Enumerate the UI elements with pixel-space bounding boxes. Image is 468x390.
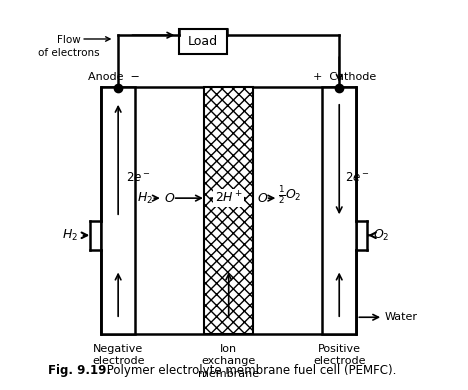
Text: Fig. 9.19.: Fig. 9.19. (48, 364, 110, 377)
Bar (101, 87, 135, 334)
Text: $H_2$: $H_2$ (137, 191, 153, 206)
Text: Anode  −: Anode − (88, 72, 140, 82)
Text: $2e^-$: $2e^-$ (126, 171, 151, 184)
Bar (101, 87, 357, 334)
Text: +  Cathode: + Cathode (313, 72, 377, 82)
Bar (322, 87, 357, 334)
Text: $2H^+$: $2H^+$ (214, 190, 243, 206)
Text: Polymer electrolyte membrane fuel cell (PEMFC).: Polymer electrolyte membrane fuel cell (… (103, 364, 396, 377)
Bar (204, 87, 254, 334)
Text: $O_2$: $O_2$ (373, 228, 389, 243)
Text: $H_2$: $H_2$ (62, 228, 78, 243)
Text: $O$: $O$ (256, 191, 268, 205)
Text: $\frac{1}{2}O_2$: $\frac{1}{2}O_2$ (278, 184, 301, 206)
Text: Negative
electrode: Negative electrode (92, 344, 145, 366)
Text: Water: Water (385, 312, 418, 322)
Text: Ion
exchange
membrane: Ion exchange membrane (198, 344, 259, 379)
Bar (179, 30, 227, 54)
Text: Load: Load (188, 35, 218, 48)
Text: Positive
electrode: Positive electrode (313, 344, 366, 366)
Text: $O$: $O$ (164, 191, 175, 205)
Text: $2e^-$: $2e^-$ (345, 171, 370, 184)
Text: Flow
of electrons: Flow of electrons (38, 35, 99, 58)
